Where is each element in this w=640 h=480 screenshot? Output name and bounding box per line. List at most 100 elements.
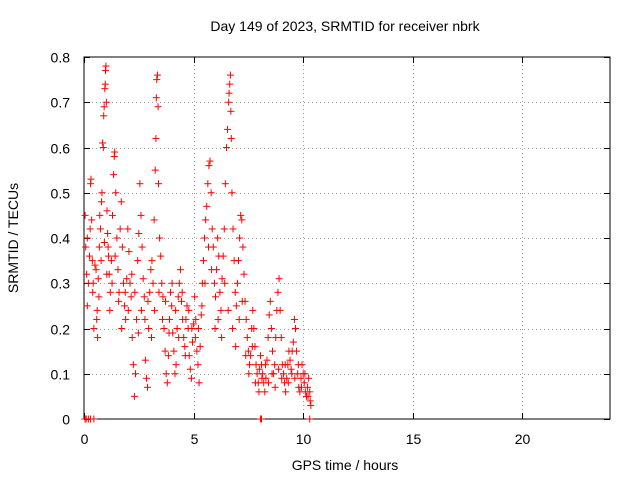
data-point: [220, 225, 228, 233]
data-point: [105, 252, 113, 260]
axis-ticks: 0 0.1 0.2 0.3 0.4 0.5 0.6 0.7 0.8 0 5 10 15 20: [51, 50, 610, 447]
data-point: [191, 293, 199, 301]
data-point: [125, 248, 133, 256]
data-point: [187, 374, 195, 382]
data-point: [148, 334, 156, 342]
data-point: [271, 383, 279, 391]
data-point: [83, 270, 91, 278]
chart-title: Day 149 of 2023, SRMTID for receiver nbr…: [210, 18, 480, 34]
data-point: [152, 94, 160, 102]
data-point: [178, 297, 186, 305]
data-point: [126, 279, 134, 287]
data-point: [218, 334, 226, 342]
data-point: [188, 338, 196, 346]
data-point: [206, 157, 214, 165]
data-point: [267, 325, 275, 332]
data-point: [188, 325, 196, 332]
data-point: [134, 329, 142, 337]
data-point: [140, 293, 148, 301]
data-point: [162, 297, 170, 305]
data-point: [274, 288, 282, 296]
data-point: [250, 325, 258, 332]
data-point: [191, 334, 199, 342]
data-point: [153, 71, 161, 79]
data-point: [103, 207, 111, 215]
data-point: [185, 306, 193, 314]
data-point: [86, 225, 94, 233]
data-point: [240, 270, 248, 278]
data-point: [255, 388, 263, 396]
data-point: [162, 370, 170, 378]
data-point: [93, 315, 101, 323]
data-point: [172, 361, 180, 369]
data-point: [306, 388, 314, 396]
data-point: [108, 279, 116, 287]
data-point: [119, 279, 127, 287]
data-point: [279, 370, 287, 378]
data-point: [244, 347, 252, 355]
data-point: [155, 288, 163, 296]
data-point: [306, 415, 314, 423]
data-point: [87, 175, 95, 183]
x-tick-label: 15: [406, 431, 422, 447]
data-point: [146, 288, 154, 296]
data-point: [284, 379, 292, 387]
data-point: [216, 288, 224, 296]
x-tick-label: 0: [81, 431, 89, 447]
data-point: [305, 374, 313, 382]
data-point: [97, 257, 105, 265]
data-point: [114, 266, 122, 274]
data-point: [160, 325, 168, 332]
data-point: [286, 356, 294, 364]
data-point: [178, 288, 186, 296]
data-point: [275, 275, 283, 283]
data-point: [186, 365, 194, 373]
data-point: [174, 293, 182, 301]
data-point: [171, 370, 179, 378]
data-point: [116, 225, 124, 233]
data-point: [156, 234, 164, 242]
data-point: [304, 392, 312, 400]
data-point: [121, 288, 129, 296]
data-point: [276, 306, 284, 314]
data-point: [113, 234, 121, 242]
y-axis-label: SRMTID / TECUs: [5, 183, 21, 293]
data-point: [151, 166, 159, 174]
data-point: [290, 315, 298, 323]
data-point: [90, 325, 98, 332]
data-point: [238, 216, 246, 224]
data-point: [232, 343, 240, 351]
data-point: [181, 343, 189, 351]
data-point: [195, 379, 203, 387]
data-point: [132, 370, 140, 378]
data-point: [85, 252, 93, 260]
data-point: [100, 103, 108, 111]
data-point: [291, 374, 299, 382]
data-point: [221, 180, 229, 188]
data-point: [277, 334, 285, 342]
data-point: [265, 311, 273, 319]
data-point: [275, 365, 283, 373]
data-point: [157, 252, 165, 260]
data-point: [217, 306, 225, 314]
data-point: [183, 302, 191, 310]
data-point: [214, 315, 222, 323]
data-point: [167, 288, 175, 296]
data-point: [136, 180, 144, 188]
data-point: [147, 266, 155, 274]
data-point: [152, 134, 160, 142]
data-point: [175, 334, 183, 342]
data-point: [202, 216, 210, 224]
data-point: [294, 361, 302, 369]
data-point: [278, 374, 286, 382]
data-point: [92, 266, 100, 274]
data-point: [198, 302, 206, 310]
data-point: [124, 225, 132, 233]
y-tick-label: 0.2: [51, 322, 71, 338]
y-tick-label: 0.5: [51, 186, 71, 202]
data-point: [261, 361, 269, 369]
data-point: [165, 315, 173, 323]
data-point: [90, 415, 98, 423]
data-point: [196, 343, 204, 351]
